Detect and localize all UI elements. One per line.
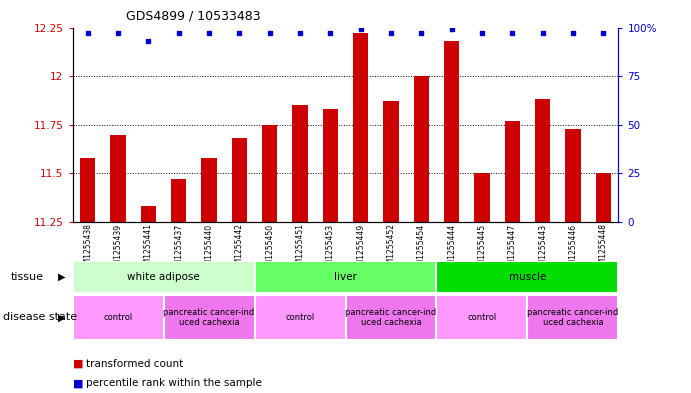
Text: percentile rank within the sample: percentile rank within the sample [86,378,263,388]
Bar [444,41,460,222]
Bar [254,295,346,340]
Text: muscle: muscle [509,272,546,282]
Text: ■: ■ [73,358,86,369]
Text: liver: liver [334,272,357,282]
Text: pancreatic cancer-ind
uced cachexia: pancreatic cancer-ind uced cachexia [346,308,437,327]
Text: ▶: ▶ [58,272,66,282]
Bar [527,295,618,340]
Text: transformed count: transformed count [86,358,184,369]
Bar [111,134,126,222]
Text: control: control [104,313,133,322]
Bar [254,261,437,293]
Text: pancreatic cancer-ind
uced cachexia: pancreatic cancer-ind uced cachexia [527,308,618,327]
Text: ▶: ▶ [58,312,66,322]
Bar [596,173,611,222]
Bar [353,33,368,222]
Bar [535,99,550,222]
Bar [346,295,437,340]
Text: control: control [467,313,497,322]
Bar [73,261,254,293]
Bar [231,138,247,222]
Bar [414,76,429,222]
Bar [73,295,164,340]
Bar [141,206,156,222]
Bar [164,295,254,340]
Bar [475,173,489,222]
Text: tissue: tissue [10,272,44,282]
Text: ■: ■ [73,378,86,388]
Text: pancreatic cancer-ind
uced cachexia: pancreatic cancer-ind uced cachexia [163,308,255,327]
Bar [504,121,520,222]
Bar [565,129,580,222]
Bar [171,179,187,222]
Text: disease state: disease state [3,312,77,322]
Bar [202,158,216,222]
Text: white adipose: white adipose [127,272,200,282]
Bar [80,158,95,222]
Text: GDS4899 / 10533483: GDS4899 / 10533483 [126,10,261,23]
Bar [262,125,277,222]
Bar [292,105,307,222]
Text: control: control [285,313,314,322]
Bar [437,295,527,340]
Bar [384,101,399,222]
Bar [437,261,618,293]
Bar [323,109,338,222]
